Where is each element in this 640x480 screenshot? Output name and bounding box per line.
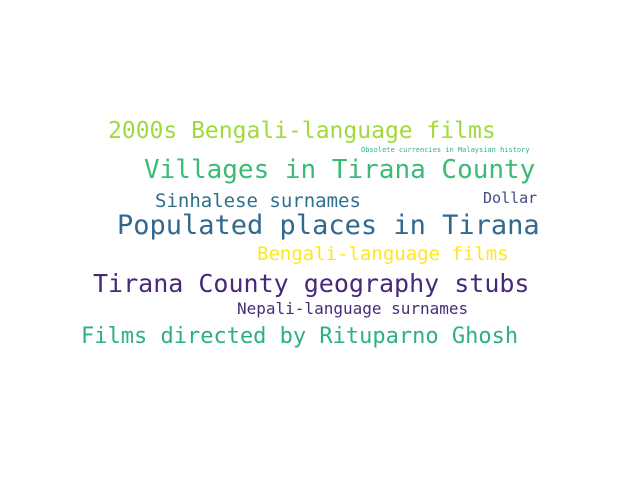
word-obsolete-currencies-in-malaysian-history: Obsolete currencies in Malaysian history bbox=[361, 146, 530, 154]
word-bengali-language-films: Bengali-language films bbox=[257, 243, 509, 265]
word-2000s-bengali-language-films: 2000s Bengali-language films bbox=[108, 118, 496, 144]
word-sinhalese-surnames: Sinhalese surnames bbox=[155, 190, 361, 212]
word-populated-places-in-tirana: Populated places in Tirana bbox=[117, 210, 540, 241]
word-tirana-county-geography-stubs: Tirana County geography stubs bbox=[93, 269, 530, 298]
word-villages-in-tirana-county: Villages in Tirana County bbox=[144, 155, 536, 185]
word-nepali-language-surnames: Nepali-language surnames bbox=[237, 299, 469, 318]
word-dollar: Dollar bbox=[483, 189, 538, 207]
word-films-directed-by-rituparno-ghosh: Films directed by Rituparno Ghosh bbox=[81, 324, 519, 349]
